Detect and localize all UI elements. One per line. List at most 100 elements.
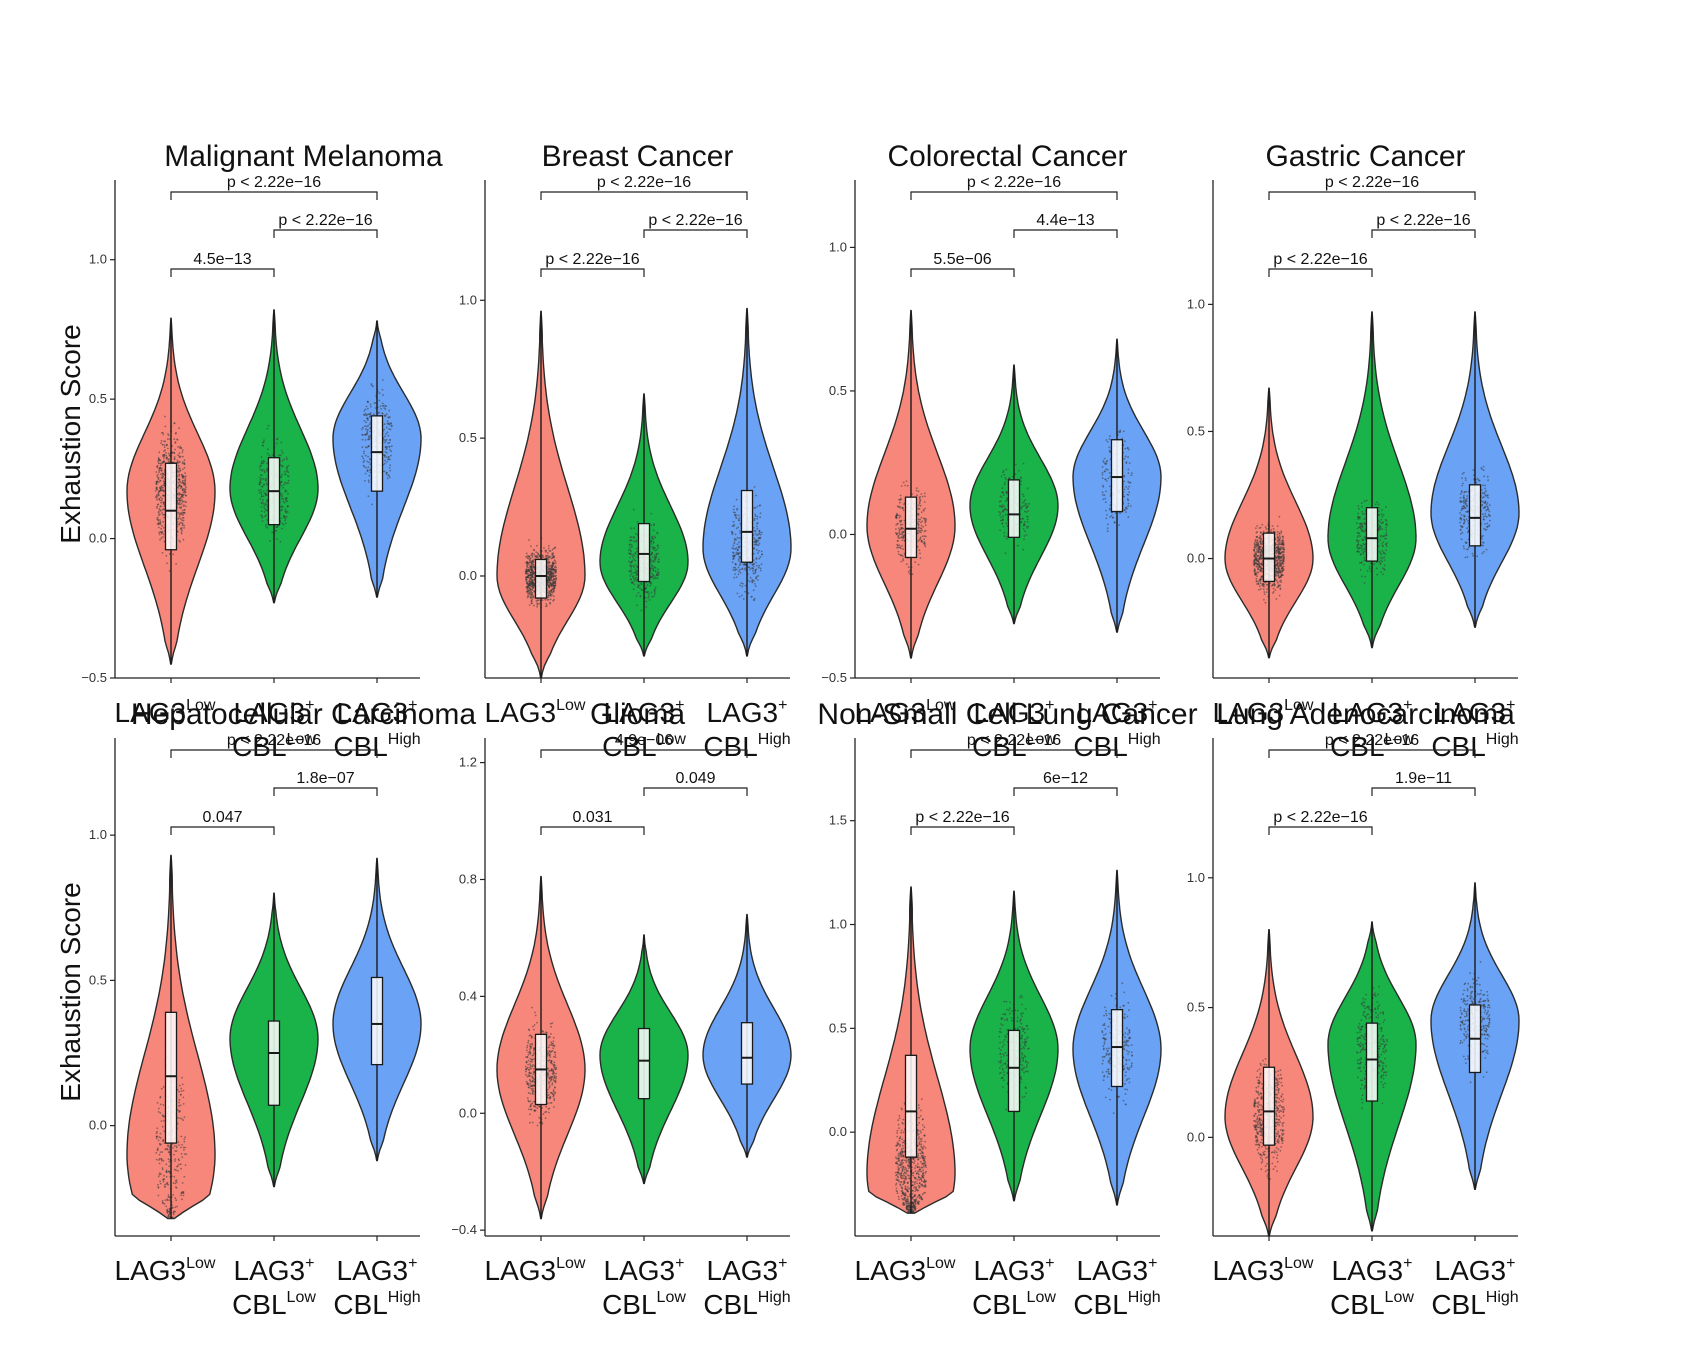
data-point [1363, 512, 1366, 515]
data-point [629, 569, 632, 571]
data-point [160, 469, 163, 472]
data-point [1119, 430, 1122, 433]
data-point [657, 544, 659, 547]
data-point [178, 513, 181, 516]
data-point [384, 459, 386, 462]
data-point [281, 459, 284, 462]
data-point [1104, 478, 1107, 481]
data-point [546, 552, 549, 554]
data-point [547, 581, 549, 584]
data-point [1258, 588, 1260, 591]
data-point [287, 464, 290, 467]
data-point [740, 594, 743, 597]
data-point [1280, 562, 1283, 565]
data-point [264, 508, 267, 511]
box-iqr [164, 462, 178, 551]
data-point [1276, 525, 1279, 527]
data-point [1261, 563, 1263, 566]
box-iqr [1110, 439, 1124, 513]
data-point [382, 405, 384, 407]
box-iqr [1007, 479, 1021, 538]
data-point [286, 511, 289, 513]
data-point [1366, 570, 1369, 572]
data-point [287, 479, 290, 482]
data-point [554, 582, 557, 585]
data-point [366, 430, 369, 432]
data-point [1022, 524, 1025, 527]
data-point [904, 484, 907, 487]
data-point [917, 518, 920, 521]
data-point [629, 546, 631, 549]
data-point [177, 481, 180, 484]
data-point [166, 443, 169, 446]
data-point [1126, 493, 1129, 496]
data-point [163, 516, 166, 519]
data-point [1127, 456, 1129, 459]
data-point [1108, 446, 1110, 449]
data-point [737, 573, 740, 576]
data-point [648, 595, 650, 597]
data-point [918, 538, 921, 541]
data-point [548, 579, 551, 581]
data-point [385, 413, 388, 415]
data-point [634, 564, 637, 566]
data-point [1277, 581, 1279, 584]
data-point [1363, 543, 1366, 546]
data-point [159, 509, 161, 512]
data-point [1256, 583, 1258, 585]
data-point [738, 517, 741, 520]
data-point [183, 488, 186, 490]
data-point [284, 519, 286, 522]
data-point [630, 550, 632, 553]
data-point [177, 518, 179, 520]
data-point [737, 552, 739, 555]
data-point [1460, 491, 1463, 494]
data-point [750, 595, 753, 598]
data-point [260, 474, 262, 476]
data-point [1253, 549, 1255, 552]
data-point [536, 602, 539, 605]
data-point [630, 536, 633, 539]
data-point [163, 501, 166, 504]
data-point [1361, 549, 1363, 552]
data-point [161, 443, 164, 446]
data-point [160, 531, 163, 534]
data-point [175, 562, 178, 565]
data-point [899, 546, 901, 549]
data-point [529, 557, 532, 560]
data-point [1484, 487, 1486, 490]
data-point [369, 403, 372, 406]
data-point [901, 544, 903, 547]
data-point [739, 568, 741, 571]
data-point [533, 604, 535, 607]
data-point [1127, 516, 1130, 518]
data-point [747, 592, 750, 594]
data-point [163, 453, 166, 456]
data-point [547, 560, 550, 563]
data-point [365, 428, 367, 430]
data-point [1278, 542, 1280, 545]
data-point [284, 473, 286, 476]
data-point [1356, 536, 1359, 538]
data-point [263, 483, 265, 486]
data-point [919, 536, 922, 539]
data-point [1256, 555, 1259, 557]
data-point [285, 456, 288, 459]
data-point [740, 582, 743, 584]
data-point [157, 477, 159, 479]
data-point [758, 530, 761, 533]
data-point [1272, 587, 1275, 590]
data-point [1106, 441, 1109, 443]
data-point [281, 493, 283, 496]
data-point [653, 590, 656, 593]
data-point [1480, 537, 1483, 540]
data-point [384, 446, 387, 448]
y-tick-label: 0.5 [829, 383, 847, 398]
data-point [1361, 523, 1363, 526]
data-point [1025, 534, 1028, 536]
data-point [738, 537, 741, 539]
data-point [526, 591, 529, 593]
data-point [262, 495, 265, 498]
y-tick-label: 1.0 [1187, 296, 1205, 311]
data-point [371, 503, 373, 506]
